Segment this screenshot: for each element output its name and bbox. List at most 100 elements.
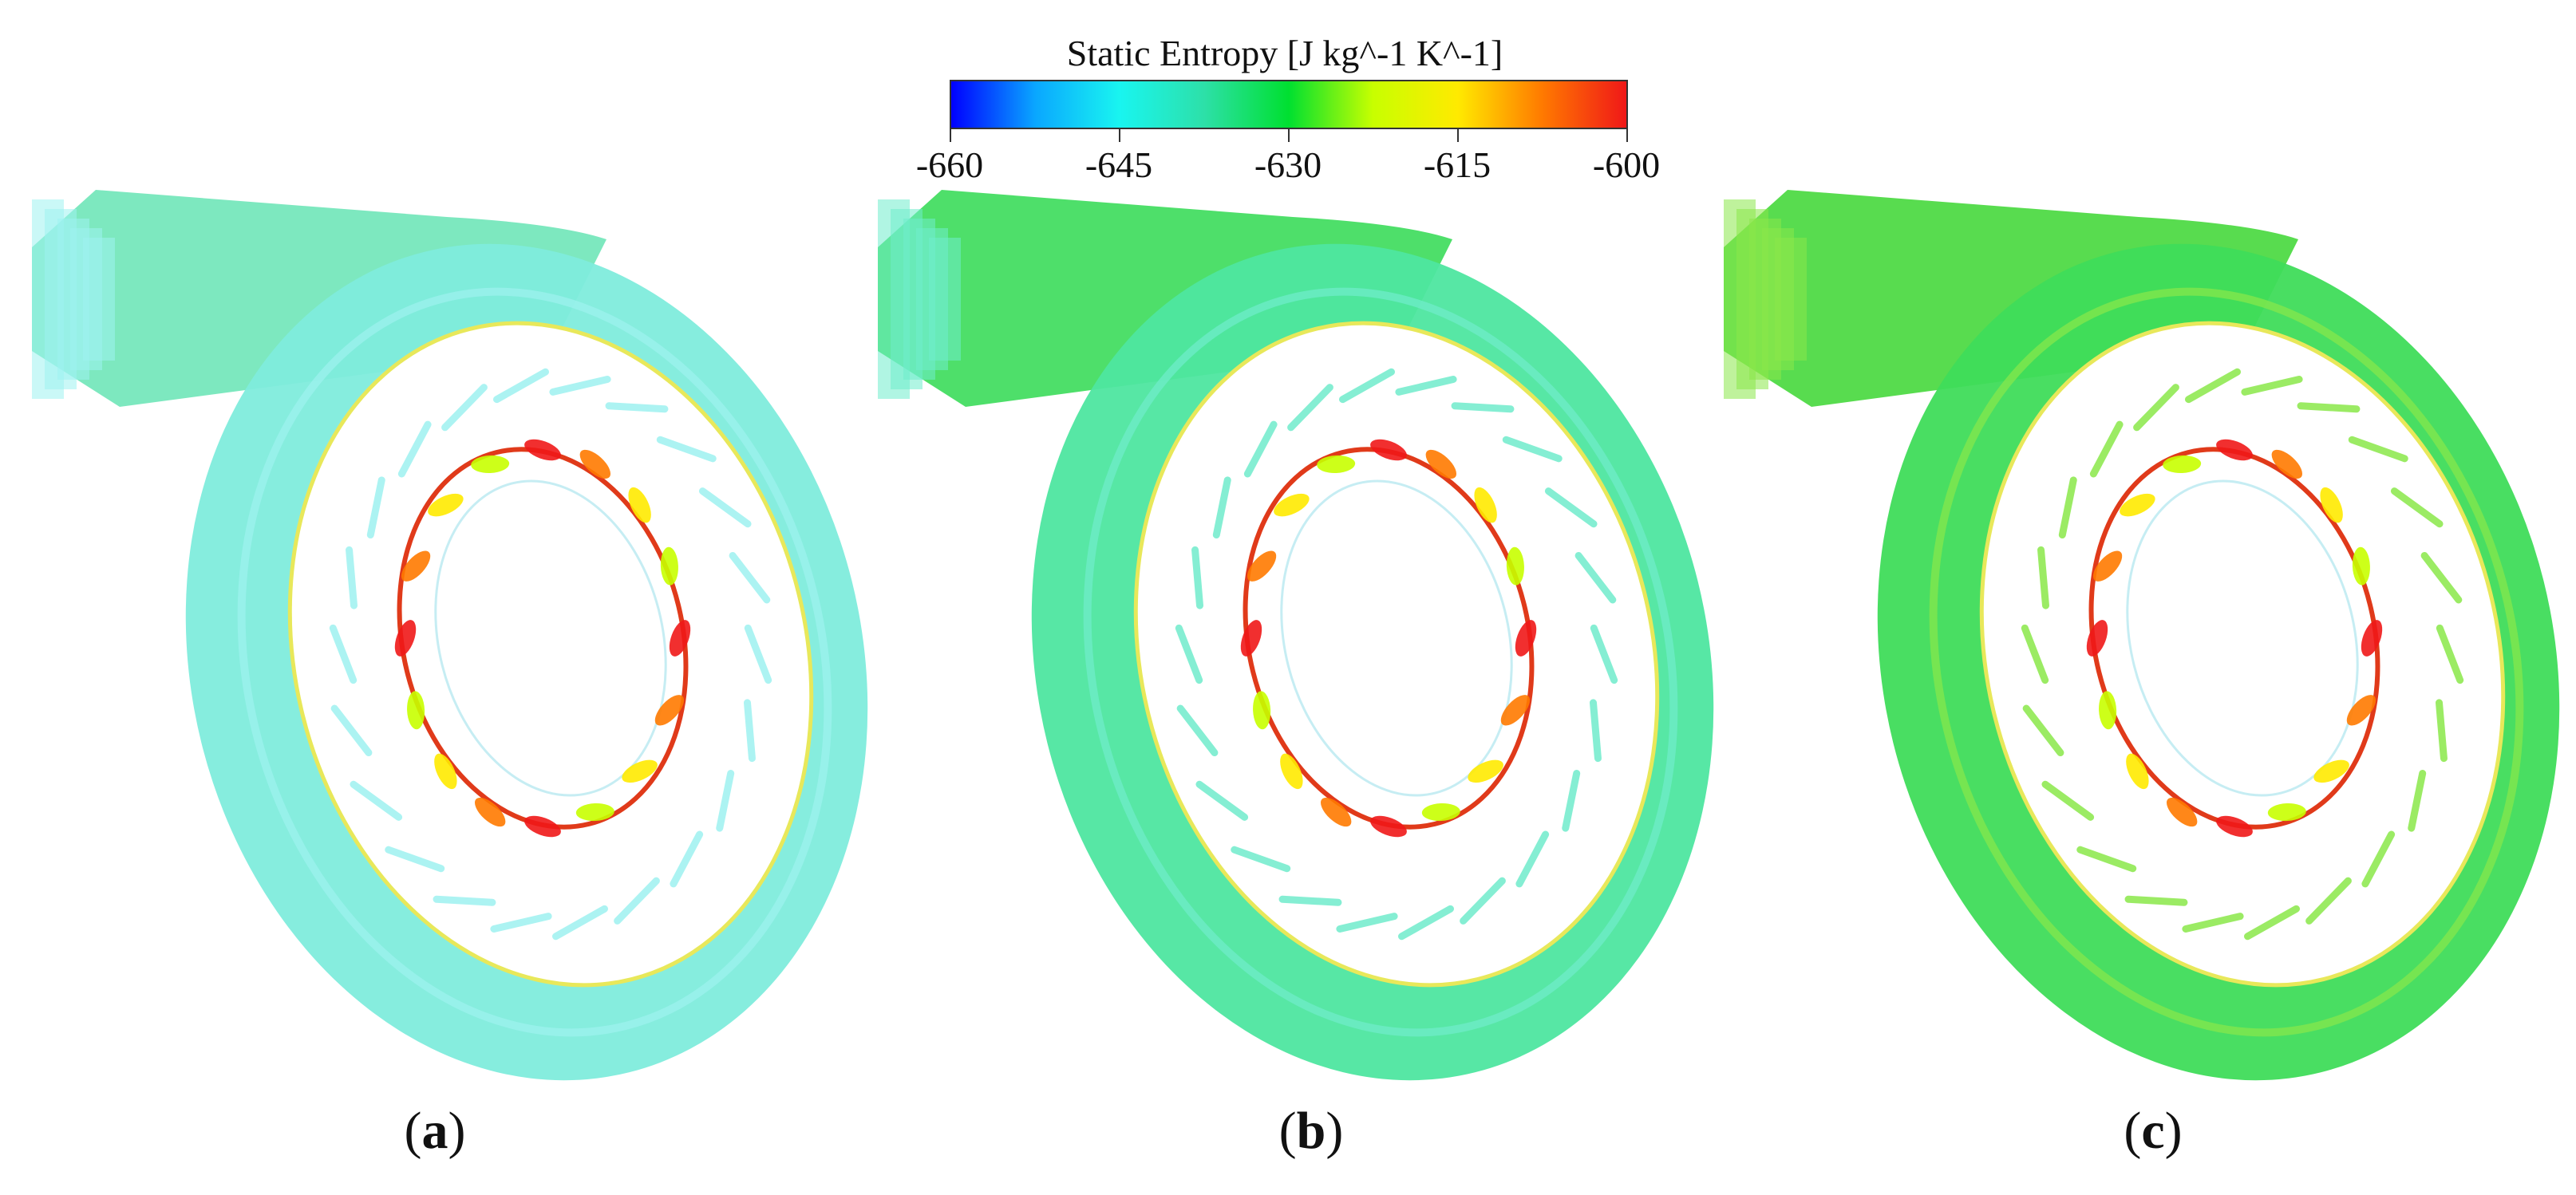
panel-label-b: (b) [1278,1102,1344,1160]
guide-vane [350,780,403,821]
guide-vane [552,905,608,941]
guide-vane [2182,913,2244,933]
impeller-blade [2267,803,2306,822]
impeller-blade [654,695,685,726]
volute-inner-band [237,287,832,1037]
guide-vane [605,402,669,413]
impeller-blade [1515,620,1537,657]
legend-tick [1626,129,1628,142]
guide-vane [2058,476,2077,538]
impeller-blade [1253,691,1271,730]
guide-vane [656,436,717,463]
impeller-blade [1506,546,1524,586]
guide-vane [433,895,496,906]
impeller-blade [474,797,506,827]
impeller-blade [669,620,691,657]
guide-vane [2305,877,2352,925]
impeller-blade [2099,691,2117,730]
pump-volute-a [32,190,868,1081]
guide-vane [346,546,358,609]
impeller-blade [2120,493,2155,517]
impeller-blade [2216,439,2253,461]
guide-vane [2435,699,2448,763]
impeller-blade [394,620,417,657]
legend-tick [1457,129,1459,142]
guide-vane [2361,830,2396,888]
guide-vane [1278,895,1342,906]
impeller-blade [1468,759,1503,783]
guide-vane [2297,402,2361,413]
legend-tick-label: -630 [1254,144,1322,185]
guide-vane [2348,436,2408,463]
guide-vane [1395,376,1457,396]
colorbar-legend: Static Entropy [J kg^-1 K^-1] -660 -645 … [916,24,1660,191]
legend-tick-label: -615 [1423,144,1491,185]
impeller-blade [622,759,658,783]
guide-vane [2133,384,2179,432]
guide-vane [1191,546,1204,609]
impeller-blade [1370,815,1407,838]
impeller-blade [660,546,678,586]
colorbar [950,80,1628,129]
impeller-blade [2086,620,2108,657]
guide-vane [2244,905,2300,941]
impeller-blade [2166,797,2198,827]
legend-tick-label: -645 [1085,144,1153,185]
impeller-blade [1280,753,1303,790]
guide-vane [2041,780,2095,821]
guide-vane [743,699,756,763]
impeller-blade [579,449,611,479]
guide-vane [366,476,385,538]
guide-vane [1175,624,1203,684]
impeller-blade [2271,449,2303,479]
impeller-blade [2163,455,2202,474]
guide-vane [614,877,660,925]
guide-vane [744,624,772,684]
impeller-blade [428,493,464,517]
impeller-blade [1421,803,1460,822]
pump-volute-b [878,190,1714,1081]
guide-vane [1243,420,1278,478]
pipe-step [1775,238,1807,361]
guide-vane [729,551,771,604]
guide-vane [2241,376,2303,396]
panel-label-a: (a) [404,1102,466,1160]
pipe-step [83,238,115,361]
impeller-blade [2216,815,2253,838]
guide-vane [2436,624,2464,684]
guide-vane [2021,624,2049,684]
guide-vane [1398,905,1454,941]
impeller-blade [2346,695,2376,726]
volute-opening [1133,321,1660,988]
impeller-blade [1240,620,1262,657]
legend-tick-label: -660 [915,144,984,185]
guide-vane [1460,877,1506,925]
volute-opening [287,321,814,988]
guide-vane [1176,704,1219,757]
impeller-blade [471,455,510,474]
impeller-blade [2361,620,2383,657]
guide-vane [1339,368,1395,404]
impeller-blade [2092,550,2123,582]
guide-vane [1451,402,1515,413]
impeller-blade [407,691,425,730]
guide-vane [2185,368,2241,404]
impeller-blade [2352,546,2370,586]
guide-vane [2390,487,2444,528]
guide-vane [385,846,445,873]
legend-tick-label: -600 [1592,144,1661,185]
guide-vane [2124,895,2188,906]
impeller-ring-inner [1280,479,1513,797]
guide-vane [1590,624,1618,684]
guide-vane [1544,487,1598,528]
guide-vane [670,830,704,888]
guide-vane [1589,699,1602,763]
guide-vane [1562,770,1581,832]
guide-vane [549,376,611,396]
guide-vane [698,487,752,528]
legend-tick [1119,129,1120,142]
guide-vane [397,420,432,478]
volute-opening [1979,321,2506,988]
guide-vane [2408,770,2427,832]
